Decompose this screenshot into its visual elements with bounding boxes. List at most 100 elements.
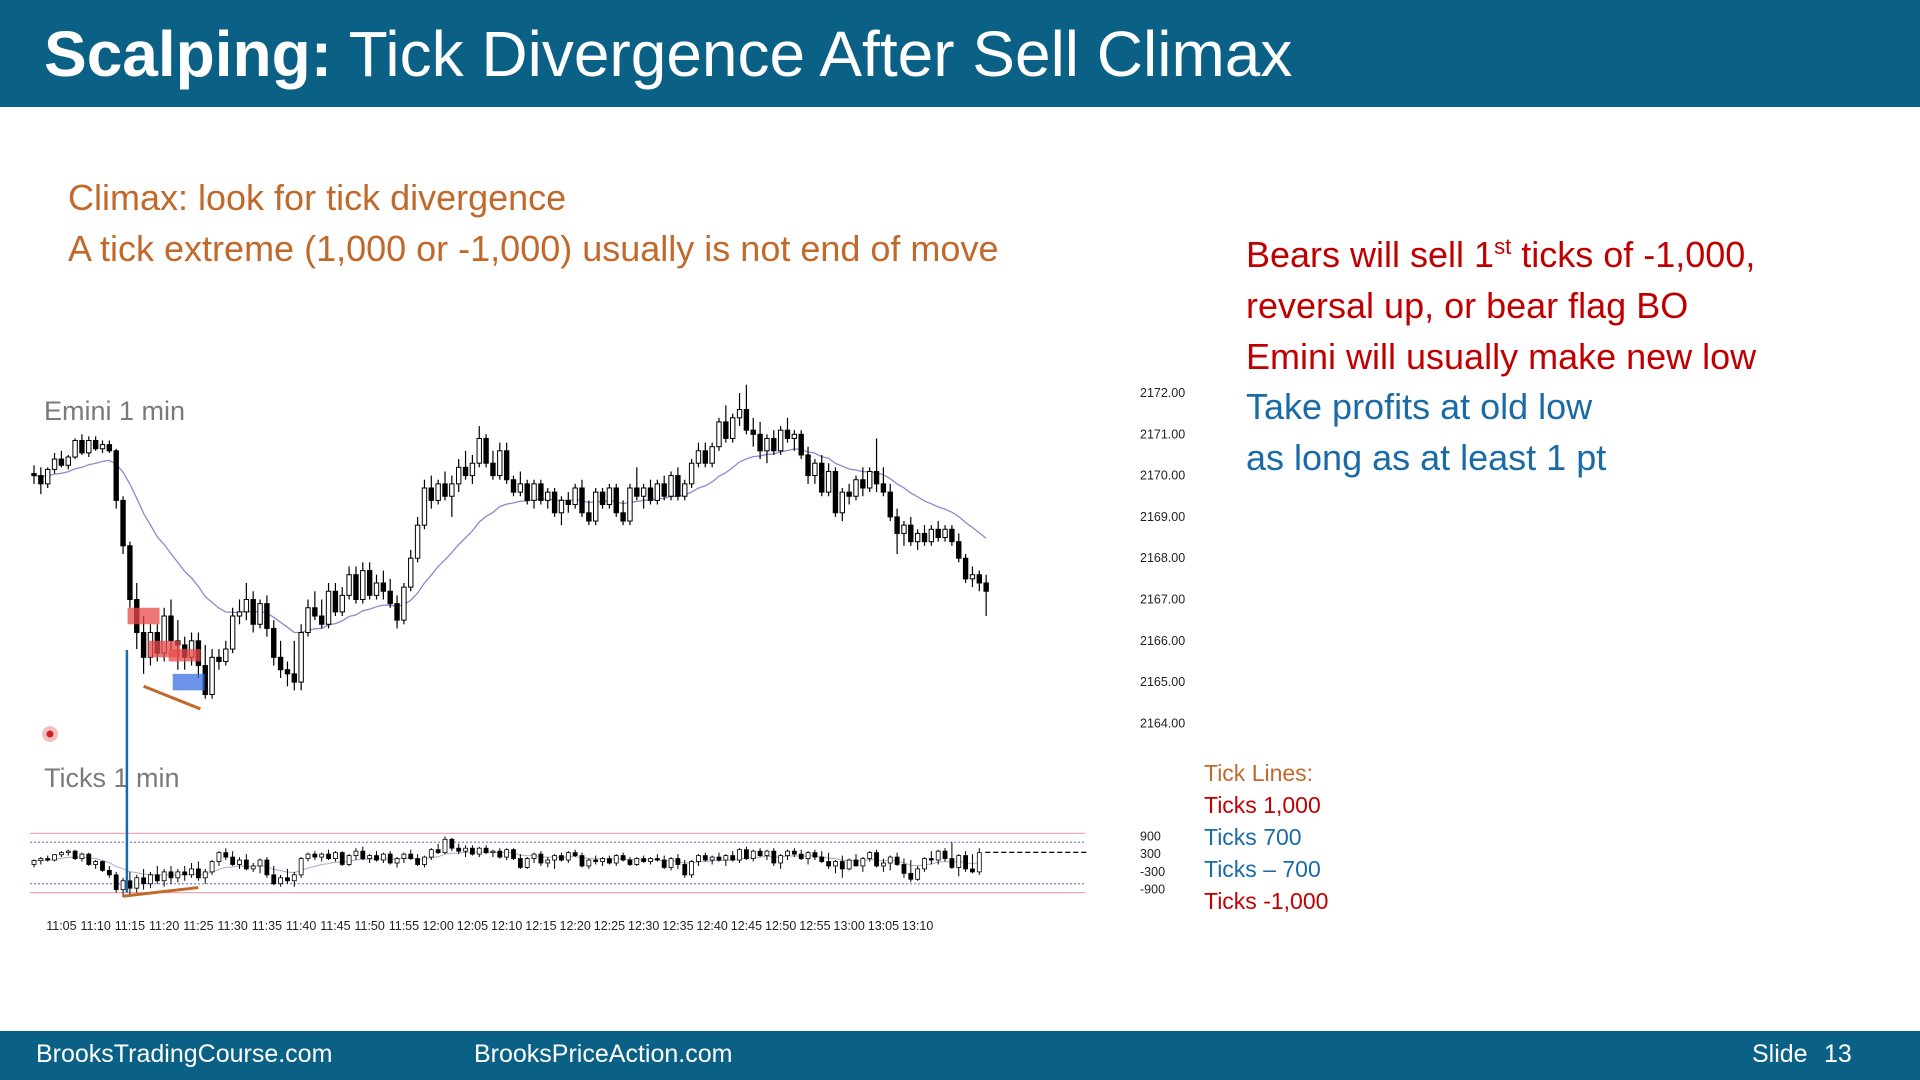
ticks-candle bbox=[65, 849, 71, 856]
ticks-candle bbox=[209, 860, 215, 875]
candle-body bbox=[442, 483, 448, 497]
candle-body bbox=[682, 483, 688, 497]
emini-candle bbox=[79, 434, 85, 455]
ticks-candle bbox=[127, 871, 133, 895]
ticks-y-tick: -900 bbox=[1140, 883, 1165, 897]
emini-candle bbox=[565, 492, 571, 513]
emini-candle bbox=[510, 475, 517, 497]
tick-body bbox=[744, 849, 749, 859]
signal-box-red bbox=[127, 607, 160, 625]
emini-candle bbox=[223, 640, 229, 666]
emini-candle bbox=[572, 483, 578, 509]
candle-body bbox=[38, 475, 44, 485]
emini-candle bbox=[634, 467, 640, 501]
tick-body bbox=[250, 865, 256, 870]
ticks-candle bbox=[935, 849, 941, 865]
tick-body bbox=[456, 847, 462, 852]
profits-line-2: as long as at least 1 pt bbox=[1246, 437, 1607, 478]
ticks-candle bbox=[449, 837, 455, 852]
candle-body bbox=[319, 615, 325, 625]
ticks-candle bbox=[380, 852, 386, 863]
ticks-candle bbox=[846, 858, 852, 871]
tick-body bbox=[511, 849, 516, 859]
candle-body bbox=[387, 590, 393, 605]
ticks-chart-title: Ticks 1 min bbox=[44, 763, 180, 793]
tick-body bbox=[833, 861, 838, 867]
ticks-candle bbox=[52, 854, 57, 862]
ticks-candle bbox=[860, 857, 866, 872]
ticks-candle bbox=[641, 855, 647, 863]
tick-body bbox=[654, 858, 660, 861]
candle-body bbox=[223, 648, 229, 662]
emini-candle bbox=[914, 529, 921, 550]
candle-body bbox=[668, 475, 674, 497]
candle-body bbox=[168, 615, 174, 642]
tick-body bbox=[976, 852, 982, 873]
ticks-candle bbox=[360, 846, 366, 861]
ticks-y-tick: -300 bbox=[1140, 865, 1165, 879]
tick-body bbox=[894, 856, 900, 865]
ticks-candle bbox=[278, 874, 284, 887]
time-axis-tick: 11:55 bbox=[389, 919, 419, 933]
tick-body bbox=[326, 853, 331, 859]
ticks-candle bbox=[545, 857, 551, 868]
ticks-candle bbox=[654, 854, 660, 862]
tick-body bbox=[579, 855, 585, 867]
candle-body bbox=[353, 574, 359, 600]
ticks-candle bbox=[72, 849, 78, 861]
candle-body bbox=[140, 632, 147, 658]
tick-body bbox=[613, 855, 619, 864]
tick-body bbox=[668, 858, 674, 868]
candle-body bbox=[914, 532, 921, 543]
candle-body bbox=[332, 590, 339, 613]
tick-body bbox=[839, 861, 845, 870]
time-axis-tick: 11:35 bbox=[252, 919, 282, 933]
tick-body bbox=[367, 855, 373, 859]
footer-left[interactable]: BrooksTradingCourse.com bbox=[36, 1040, 333, 1068]
bears-line-1-sup: st bbox=[1494, 234, 1512, 259]
tick-body bbox=[202, 871, 208, 879]
emini-candle bbox=[65, 454, 71, 470]
candle-body bbox=[593, 491, 599, 522]
ticks-candle bbox=[586, 858, 592, 869]
emini-candle bbox=[908, 516, 914, 546]
emini-candle bbox=[106, 440, 113, 453]
ticks-candle bbox=[613, 854, 619, 866]
emini-candle bbox=[935, 521, 941, 542]
emini-candle bbox=[86, 436, 92, 458]
time-axis-tick: 12:20 bbox=[560, 919, 591, 933]
emini-candle bbox=[51, 452, 58, 474]
candle-body bbox=[839, 491, 845, 514]
emini-candle bbox=[593, 487, 599, 526]
time-axis-tick: 12:35 bbox=[662, 919, 693, 933]
emini-candle bbox=[209, 649, 215, 699]
ticks-candle bbox=[723, 854, 729, 866]
candle-body bbox=[277, 656, 284, 671]
ticks-candle bbox=[79, 852, 85, 862]
signal-box-blue bbox=[172, 673, 205, 691]
emini-y-tick: 2168.00 bbox=[1140, 551, 1185, 565]
ticks-candle bbox=[422, 855, 427, 868]
ticks-candle bbox=[168, 865, 174, 884]
ticks-candle bbox=[504, 848, 510, 861]
footer-middle[interactable]: BrooksPriceAction.com bbox=[474, 1040, 733, 1068]
tick-body bbox=[291, 874, 297, 882]
emini-candle bbox=[394, 595, 400, 629]
profits-line-1: Take profits at old low bbox=[1246, 386, 1593, 427]
ticks-candle bbox=[757, 848, 763, 858]
candle-body bbox=[271, 627, 277, 658]
emini-candle bbox=[298, 624, 304, 691]
candle-body bbox=[250, 599, 256, 625]
chart-svg: 2172.00 2171.00 2170.00 2169.00 2168.00 2167.… bbox=[30, 384, 1185, 933]
tick-body bbox=[59, 852, 64, 856]
bears-line-1-post: ticks of -1,000, bbox=[1511, 234, 1756, 275]
tick-body bbox=[819, 856, 825, 862]
candle-body bbox=[510, 479, 517, 493]
candle-body bbox=[908, 524, 914, 543]
emini-candle bbox=[976, 570, 982, 592]
ticks-candle bbox=[867, 851, 873, 862]
emini-candle bbox=[962, 554, 969, 583]
bears-line-3: Emini will usually make new low bbox=[1246, 336, 1757, 377]
ticks-candle bbox=[38, 857, 44, 865]
candle-body bbox=[373, 582, 380, 596]
